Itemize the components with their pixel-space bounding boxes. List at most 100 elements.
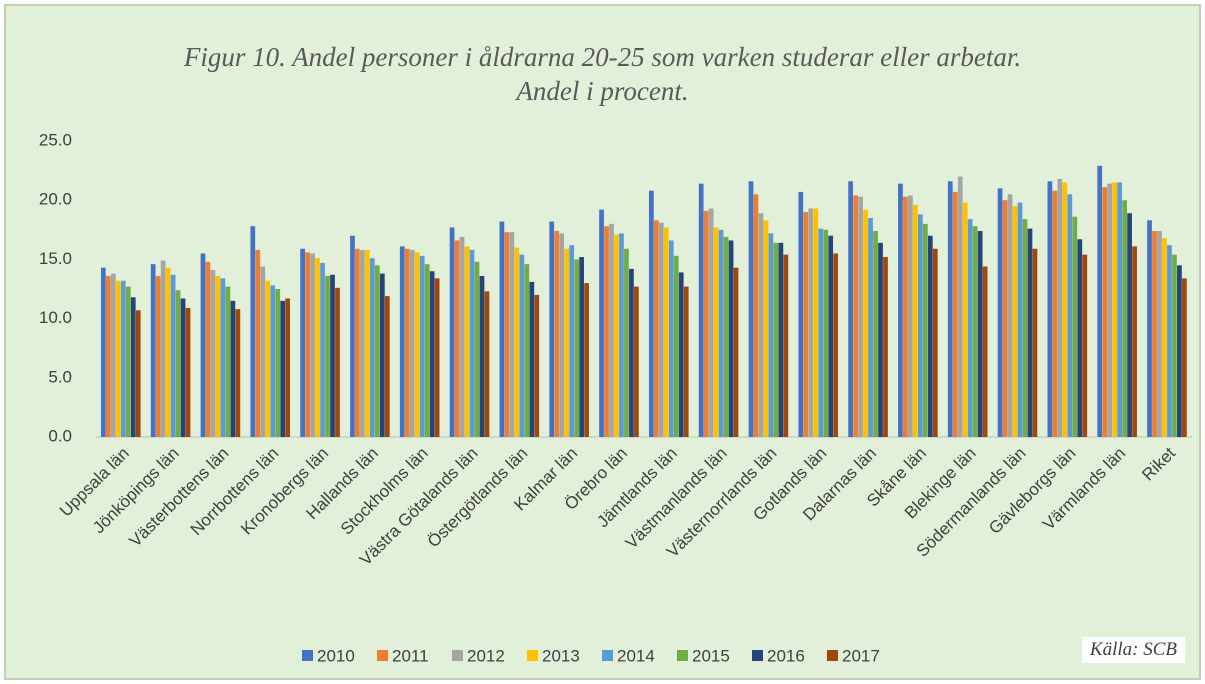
- bar: [165, 267, 171, 437]
- bar: [325, 275, 330, 437]
- source-note: Källa: SCB: [1081, 637, 1185, 663]
- bar: [370, 258, 375, 437]
- bar: [898, 183, 903, 437]
- bar: [758, 213, 764, 437]
- bar: [1012, 206, 1018, 437]
- bar: [384, 296, 390, 437]
- legend-swatch: [827, 650, 838, 661]
- bar: [1007, 194, 1013, 437]
- bar: [569, 245, 575, 437]
- bar: [255, 249, 261, 437]
- bar: [205, 261, 211, 437]
- bar: [1117, 182, 1123, 437]
- bar: [1157, 230, 1162, 437]
- bar: [1032, 248, 1038, 437]
- bar: [977, 230, 983, 437]
- bar: [105, 275, 111, 437]
- bar: [718, 229, 724, 437]
- bar: [918, 214, 923, 437]
- bar: [414, 252, 420, 437]
- bar: [280, 300, 286, 437]
- bar: [1147, 220, 1152, 437]
- bar: [374, 265, 380, 437]
- bar: [125, 286, 131, 437]
- bar: [1057, 178, 1063, 437]
- legend-label: 2011: [392, 646, 429, 665]
- bar: [629, 268, 634, 437]
- bar: [564, 248, 570, 437]
- bar: [150, 264, 156, 437]
- bar: [170, 274, 176, 437]
- bar: [783, 254, 789, 437]
- bar: [962, 202, 968, 437]
- bar: [519, 254, 525, 437]
- bar: [180, 298, 186, 437]
- bar: [798, 191, 804, 437]
- bar: [878, 242, 883, 437]
- bar: [1002, 200, 1008, 437]
- bar: [1062, 182, 1068, 437]
- bar: [1022, 219, 1028, 437]
- bar: [1122, 200, 1127, 437]
- bar: [504, 232, 510, 437]
- bar: [499, 221, 505, 437]
- bar: [1077, 239, 1083, 437]
- bar: [479, 275, 485, 437]
- bar: [1082, 254, 1088, 437]
- bar: [350, 235, 355, 437]
- bar: [768, 233, 774, 437]
- bar: [155, 275, 161, 437]
- bar: [634, 286, 639, 437]
- bar: [952, 191, 958, 437]
- bar: [469, 249, 475, 437]
- bar: [409, 249, 415, 437]
- bar: [619, 233, 624, 437]
- bar: [270, 285, 276, 437]
- bar: [175, 290, 181, 437]
- bar: [1067, 194, 1073, 437]
- bar: [524, 264, 530, 437]
- legend-label: 2010: [317, 646, 355, 665]
- bar: [1132, 246, 1137, 437]
- bar: [763, 220, 769, 437]
- bar: [803, 212, 809, 437]
- bar: [549, 221, 555, 437]
- legend-label: 2013: [542, 646, 580, 665]
- bar: [903, 196, 908, 437]
- bar: [559, 233, 565, 437]
- bar: [614, 234, 619, 437]
- bar: [484, 291, 490, 437]
- legend-swatch: [377, 650, 388, 661]
- bar: [1027, 228, 1033, 437]
- bar: [813, 208, 819, 437]
- bar: [1127, 213, 1132, 437]
- legend-label: 2012: [467, 646, 505, 665]
- bar: [932, 248, 938, 437]
- bar: [554, 230, 560, 437]
- bar: [404, 248, 410, 437]
- bar: [1112, 182, 1118, 437]
- bar: [753, 194, 759, 437]
- legend-swatch: [602, 650, 613, 661]
- bar: [1052, 190, 1058, 437]
- bar: [235, 309, 241, 437]
- bar: [185, 307, 191, 437]
- bar: [997, 188, 1003, 437]
- bar: [683, 286, 689, 437]
- bar: [160, 260, 166, 437]
- bar: [275, 289, 281, 437]
- bar: [648, 190, 654, 437]
- bar: [604, 226, 609, 437]
- bar: [808, 208, 814, 437]
- bar: [624, 248, 629, 437]
- bar: [300, 248, 305, 437]
- bar: [957, 176, 963, 437]
- y-tick-label: 5.0: [48, 367, 72, 386]
- bar: [220, 278, 226, 437]
- bar: [713, 227, 719, 437]
- legend-label: 2016: [767, 646, 805, 665]
- bar: [848, 181, 853, 437]
- bar: [459, 236, 465, 437]
- bar: [330, 274, 335, 437]
